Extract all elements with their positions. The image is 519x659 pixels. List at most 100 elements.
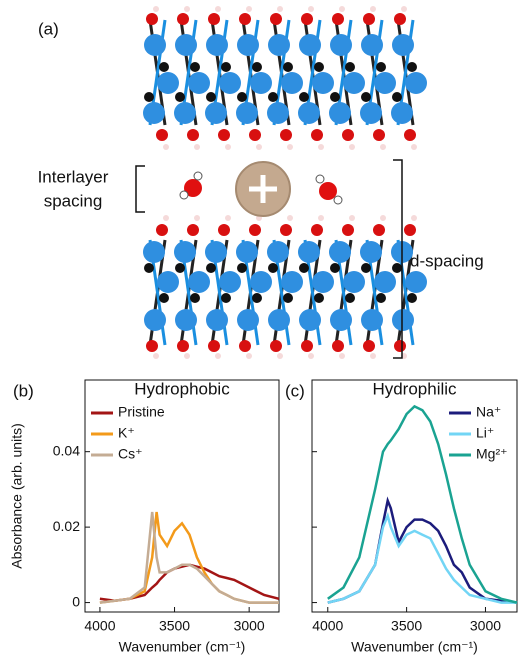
carbon bbox=[252, 62, 262, 72]
carbon bbox=[392, 263, 402, 273]
interlayer-label: spacing bbox=[44, 191, 103, 210]
d-spacing-label: d-spacing bbox=[410, 251, 484, 270]
titanium bbox=[175, 34, 197, 56]
hydrogen bbox=[194, 215, 200, 221]
oxygen bbox=[218, 224, 230, 236]
oxygen bbox=[187, 224, 199, 236]
y-tick-label: 0.02 bbox=[53, 518, 80, 534]
carbon bbox=[237, 92, 247, 102]
carbon bbox=[299, 263, 309, 273]
oxygen bbox=[156, 129, 168, 141]
titanium bbox=[236, 241, 258, 263]
titanium bbox=[268, 34, 290, 56]
plot-frame bbox=[85, 380, 279, 612]
carbon bbox=[268, 92, 278, 102]
panel-label: (c) bbox=[285, 381, 305, 400]
titanium bbox=[374, 72, 396, 94]
oxygen bbox=[177, 13, 189, 25]
titanium bbox=[405, 271, 427, 293]
titanium bbox=[188, 271, 210, 293]
titanium bbox=[312, 72, 334, 94]
x-tick-label: 3500 bbox=[391, 618, 422, 634]
legend-label: Pristine bbox=[118, 404, 165, 420]
carbon bbox=[159, 62, 169, 72]
carbon bbox=[144, 263, 154, 273]
x-tick-label: 3500 bbox=[159, 618, 190, 634]
carbon bbox=[361, 263, 371, 273]
chart-title: Hydrophilic bbox=[372, 379, 457, 398]
titanium bbox=[312, 271, 334, 293]
hydrogen bbox=[318, 144, 324, 150]
titanium bbox=[360, 241, 382, 263]
hydrogen bbox=[256, 144, 262, 150]
carbon bbox=[190, 293, 200, 303]
carbon bbox=[314, 62, 324, 72]
titanium bbox=[405, 72, 427, 94]
x-tick-label: 4000 bbox=[312, 618, 343, 634]
hydrogen bbox=[287, 215, 293, 221]
interlayer-label: Interlayer bbox=[38, 167, 109, 186]
spectrum-line bbox=[328, 516, 517, 603]
interlayer-bracket bbox=[136, 166, 145, 212]
oxygen bbox=[404, 129, 416, 141]
titanium bbox=[237, 34, 259, 56]
hydrogen bbox=[163, 215, 169, 221]
carbon bbox=[175, 263, 185, 273]
oxygen bbox=[404, 224, 416, 236]
titanium bbox=[361, 309, 383, 331]
x-tick-label: 3000 bbox=[234, 618, 265, 634]
titanium bbox=[329, 102, 351, 124]
figure: (a) Interlayer spacing d-spacing (b)Hydr… bbox=[0, 0, 519, 659]
carbon bbox=[314, 293, 324, 303]
legend-label: K⁺ bbox=[118, 425, 135, 441]
hydrogen bbox=[401, 6, 407, 12]
titanium bbox=[237, 309, 259, 331]
carbon bbox=[237, 263, 247, 273]
oxygen bbox=[301, 340, 313, 352]
carbon bbox=[283, 293, 293, 303]
legend-label: Mg²⁺ bbox=[476, 446, 508, 462]
oxygen bbox=[332, 13, 344, 25]
carbon bbox=[407, 293, 417, 303]
hydrogen bbox=[380, 215, 386, 221]
titanium bbox=[250, 271, 272, 293]
oxygen bbox=[311, 224, 323, 236]
hydrogen bbox=[225, 215, 231, 221]
titanium bbox=[360, 102, 382, 124]
titanium bbox=[329, 241, 351, 263]
titanium bbox=[267, 102, 289, 124]
titanium bbox=[175, 309, 197, 331]
titanium bbox=[391, 102, 413, 124]
carbon bbox=[283, 62, 293, 72]
oxygen bbox=[208, 340, 220, 352]
hydrogen bbox=[184, 6, 190, 12]
titanium bbox=[174, 102, 196, 124]
titanium bbox=[281, 72, 303, 94]
y-axis-label: Absorbance (arb. units) bbox=[9, 423, 25, 569]
oxygen bbox=[239, 340, 251, 352]
titanium bbox=[392, 309, 414, 331]
oxygen bbox=[218, 129, 230, 141]
x-axis-label: Wavenumber (cm⁻¹) bbox=[351, 639, 478, 655]
carbon bbox=[221, 293, 231, 303]
water-molecule bbox=[316, 175, 342, 204]
oxygen bbox=[146, 13, 158, 25]
hydrogen bbox=[411, 215, 417, 221]
oxygen bbox=[270, 13, 282, 25]
x-axis-label: Wavenumber (cm⁻¹) bbox=[119, 639, 246, 655]
oxygen bbox=[394, 13, 406, 25]
titanium bbox=[374, 271, 396, 293]
carbon bbox=[144, 92, 154, 102]
titanium bbox=[174, 241, 196, 263]
hydrogen bbox=[349, 144, 355, 150]
hydrogen bbox=[153, 353, 159, 359]
oxygen bbox=[156, 224, 168, 236]
titanium bbox=[281, 271, 303, 293]
oxygen bbox=[394, 340, 406, 352]
oxygen bbox=[249, 129, 261, 141]
titanium bbox=[205, 241, 227, 263]
hydrogen bbox=[349, 215, 355, 221]
spectrum-line bbox=[100, 565, 279, 601]
oxygen bbox=[373, 129, 385, 141]
titanium bbox=[330, 34, 352, 56]
